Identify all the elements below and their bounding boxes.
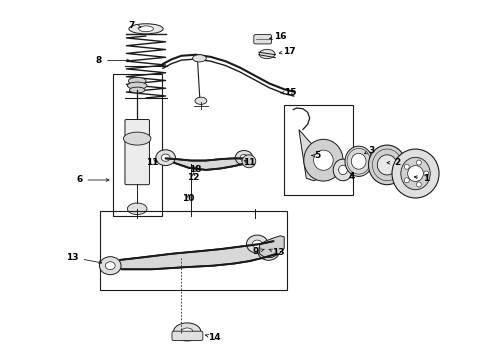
Text: 15: 15 xyxy=(281,88,296,97)
Text: 2: 2 xyxy=(387,158,400,167)
Ellipse shape xyxy=(339,165,347,175)
Text: 1: 1 xyxy=(415,174,429,183)
Ellipse shape xyxy=(105,262,115,270)
Ellipse shape xyxy=(173,323,201,341)
Bar xyxy=(284,105,353,195)
Text: 9: 9 xyxy=(252,248,265,256)
Ellipse shape xyxy=(264,247,273,255)
Ellipse shape xyxy=(139,26,153,32)
Ellipse shape xyxy=(345,146,372,176)
Ellipse shape xyxy=(193,55,206,62)
Text: 10: 10 xyxy=(182,194,195,203)
Polygon shape xyxy=(260,236,284,257)
Text: 11: 11 xyxy=(243,158,255,167)
Ellipse shape xyxy=(258,242,279,260)
Ellipse shape xyxy=(377,155,397,175)
Text: 13: 13 xyxy=(269,248,285,257)
Ellipse shape xyxy=(181,328,193,336)
Text: 17: 17 xyxy=(279,46,295,55)
Ellipse shape xyxy=(416,182,421,187)
Ellipse shape xyxy=(401,157,430,190)
Text: 7: 7 xyxy=(128,21,141,30)
Text: 4: 4 xyxy=(348,172,355,181)
Text: 6: 6 xyxy=(76,175,109,184)
FancyBboxPatch shape xyxy=(125,120,149,185)
Text: 14: 14 xyxy=(205,333,221,342)
Ellipse shape xyxy=(368,145,406,185)
Ellipse shape xyxy=(404,164,409,169)
Ellipse shape xyxy=(252,240,262,248)
Ellipse shape xyxy=(127,82,147,89)
Ellipse shape xyxy=(128,77,146,85)
Ellipse shape xyxy=(242,155,256,168)
Polygon shape xyxy=(299,130,327,181)
Text: 16: 16 xyxy=(270,32,287,41)
Ellipse shape xyxy=(333,159,353,181)
Ellipse shape xyxy=(424,171,429,176)
Ellipse shape xyxy=(127,203,147,215)
Text: 8: 8 xyxy=(96,56,129,65)
Bar xyxy=(100,211,287,290)
Ellipse shape xyxy=(408,166,423,181)
Ellipse shape xyxy=(404,178,409,183)
Text: 11: 11 xyxy=(146,158,158,167)
Ellipse shape xyxy=(123,132,151,145)
Text: 3: 3 xyxy=(365,146,374,155)
Ellipse shape xyxy=(235,150,253,165)
Ellipse shape xyxy=(156,150,175,166)
Ellipse shape xyxy=(392,149,439,198)
Ellipse shape xyxy=(416,160,421,165)
Ellipse shape xyxy=(129,24,163,34)
Ellipse shape xyxy=(195,97,207,104)
Ellipse shape xyxy=(129,87,145,93)
Ellipse shape xyxy=(304,139,343,181)
Polygon shape xyxy=(120,241,277,269)
Text: 12: 12 xyxy=(187,173,200,181)
Text: 13: 13 xyxy=(66,253,102,264)
Ellipse shape xyxy=(161,154,170,161)
Polygon shape xyxy=(166,158,244,170)
Ellipse shape xyxy=(351,153,366,169)
FancyBboxPatch shape xyxy=(254,35,271,44)
Ellipse shape xyxy=(246,235,268,253)
Text: 5: 5 xyxy=(312,151,320,160)
Bar xyxy=(113,74,162,216)
Text: 18: 18 xyxy=(189,165,201,174)
Ellipse shape xyxy=(240,154,248,161)
FancyBboxPatch shape xyxy=(172,331,203,341)
Ellipse shape xyxy=(314,150,333,170)
Ellipse shape xyxy=(259,49,275,59)
Ellipse shape xyxy=(99,257,121,275)
